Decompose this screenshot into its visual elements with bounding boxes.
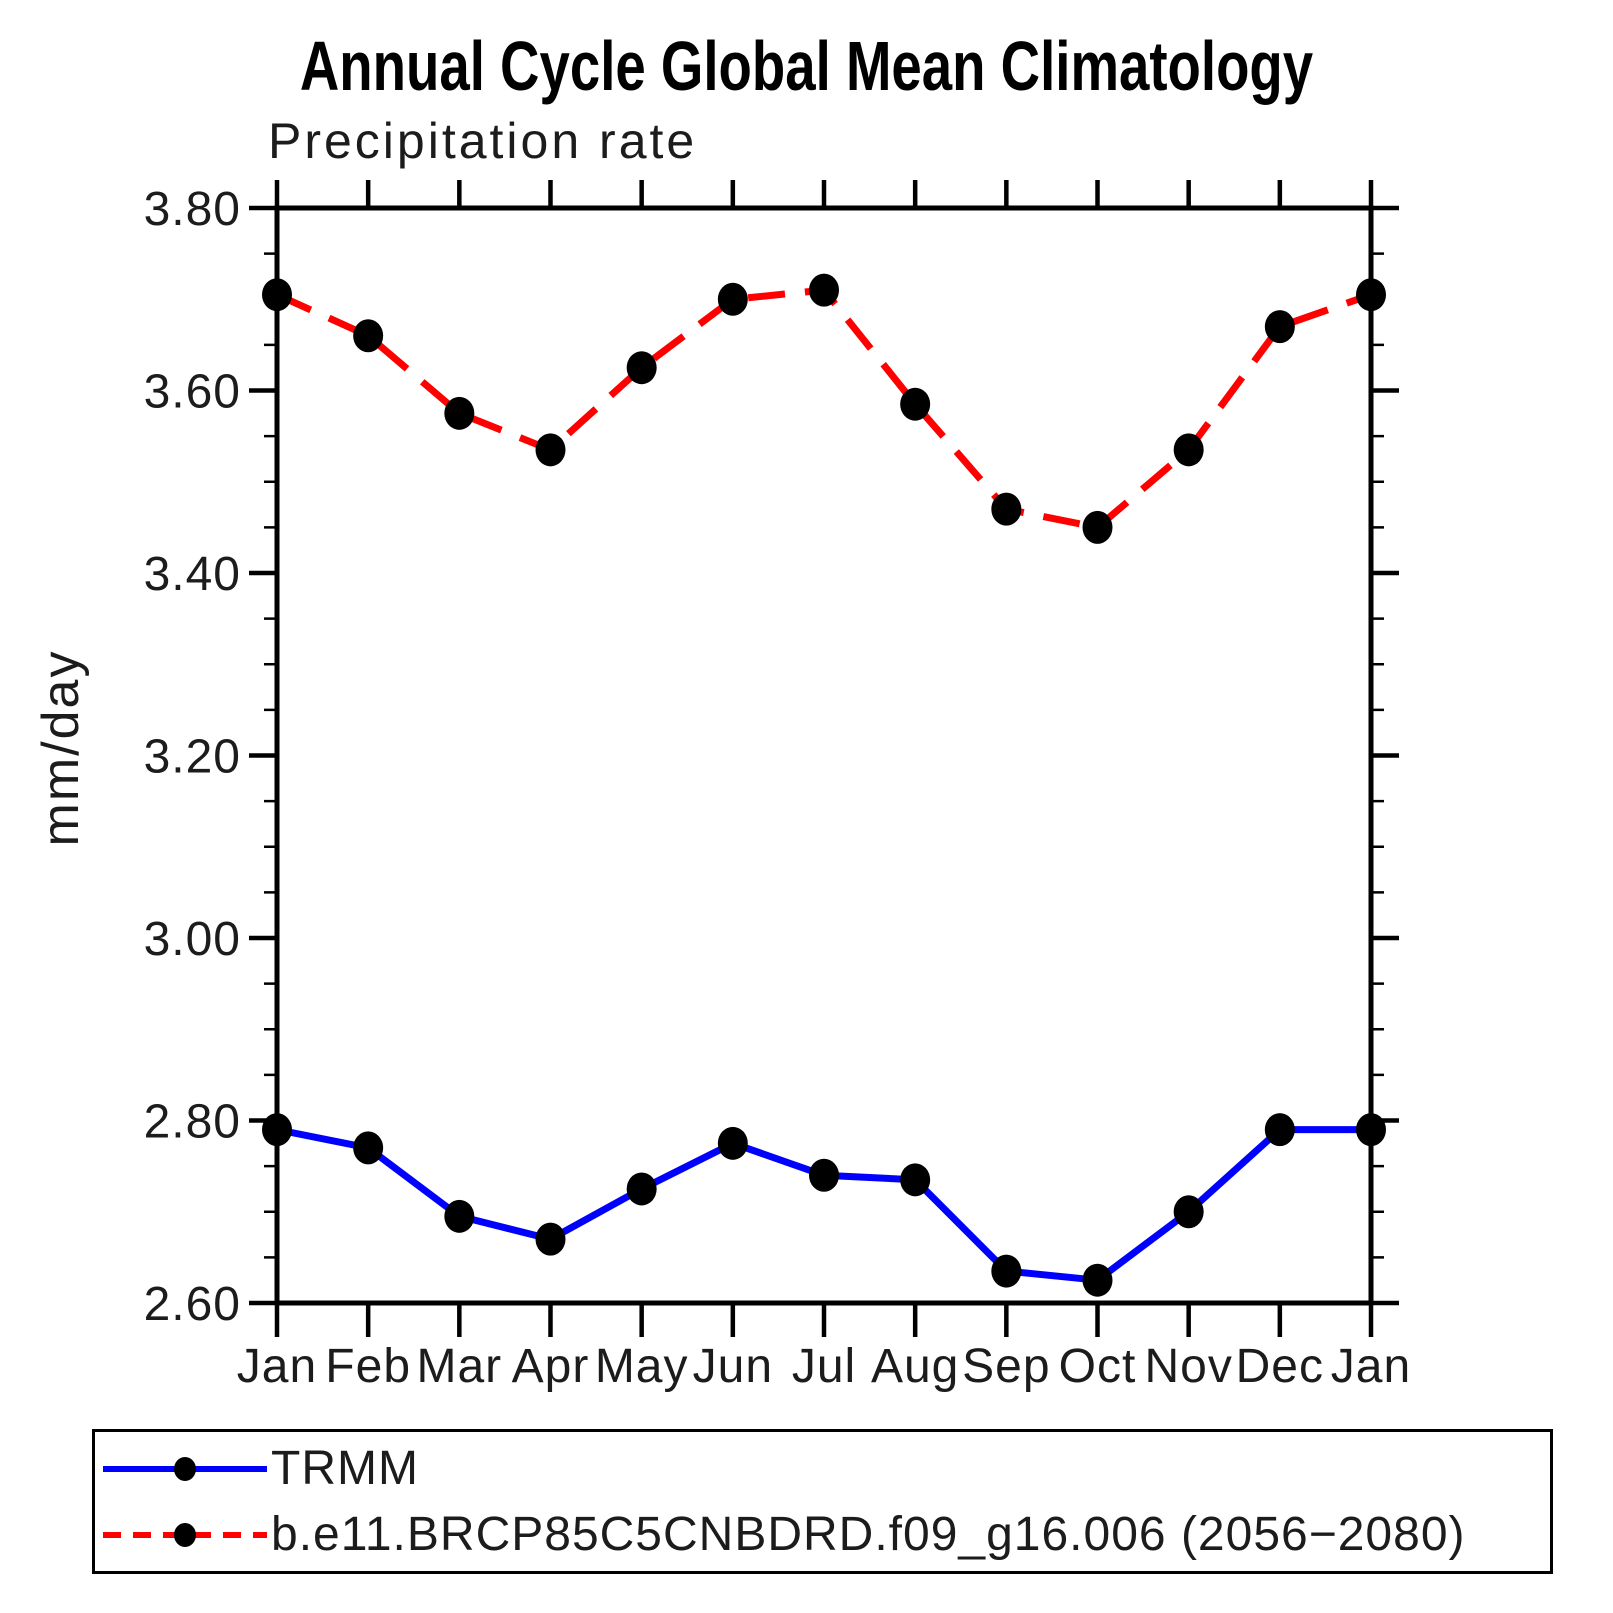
data-point-model-Jan xyxy=(1356,278,1386,312)
y-axis-tick-label: 3.60 xyxy=(144,366,241,419)
legend-label-trmm: TRMM xyxy=(271,1442,419,1495)
data-point-trmm-Feb xyxy=(353,1131,384,1165)
x-axis-tick-label: Oct xyxy=(1059,1340,1137,1393)
x-axis-tick-label: Dec xyxy=(1236,1340,1324,1393)
data-point-model-Mar xyxy=(444,396,475,430)
data-point-model-Nov xyxy=(1173,433,1204,467)
legend-swatch-model-line-icon xyxy=(103,1523,267,1547)
x-axis-tick-label: Aug xyxy=(871,1340,959,1393)
y-axis-tick-label: 2.80 xyxy=(144,1096,241,1149)
legend-label-model: b.e11.BRCP85C5CNBDRD.f09_g16.006 (2056−2… xyxy=(271,1508,1466,1561)
data-point-trmm-Apr xyxy=(535,1222,566,1256)
y-axis-label: mm/day xyxy=(32,650,90,847)
data-point-model-Oct xyxy=(1082,510,1113,544)
data-point-trmm-Sep xyxy=(991,1254,1022,1288)
data-point-model-Sep xyxy=(991,492,1022,526)
data-point-trmm-Nov xyxy=(1173,1195,1204,1229)
data-point-model-Apr xyxy=(535,433,566,467)
x-axis-tick-label: Sep xyxy=(962,1340,1050,1393)
legend-swatch-trmm-line-icon xyxy=(103,1457,267,1481)
data-point-model-Feb xyxy=(353,319,384,353)
legend-entry-model: b.e11.BRCP85C5CNBDRD.f09_g16.006 (2056−2… xyxy=(99,1508,1466,1561)
data-point-trmm-Jan xyxy=(1356,1113,1386,1147)
plot-frame xyxy=(274,205,1374,1306)
data-point-trmm-Mar xyxy=(444,1199,475,1233)
x-axis-tick-label: Jun xyxy=(693,1340,773,1393)
y-axis-tick-label: 2.60 xyxy=(144,1278,241,1331)
x-axis-tick-label: Jan xyxy=(1331,1340,1411,1393)
y-axis-tick-label: 3.20 xyxy=(144,731,241,784)
data-point-model-Dec xyxy=(1264,310,1295,344)
x-axis-tick-label: Jan xyxy=(237,1340,317,1393)
y-axis-tick-label: 3.40 xyxy=(144,548,241,601)
x-axis-tick-label: Apr xyxy=(512,1340,590,1393)
data-point-trmm-Jan xyxy=(262,1113,292,1147)
y-axis-tick-label: 3.00 xyxy=(144,913,241,966)
data-point-trmm-Dec xyxy=(1264,1113,1295,1147)
x-axis-tick-label: Mar xyxy=(416,1340,502,1393)
x-axis-tick-label: Nov xyxy=(1144,1340,1232,1393)
y-axis-tick-label: 3.80 xyxy=(144,183,241,236)
legend: TRMM b.e11.BRCP85C5CNBDRD.f09_g16.006 (2… xyxy=(92,1429,1553,1574)
x-axis-tick-label: May xyxy=(595,1340,689,1393)
data-point-model-Aug xyxy=(900,387,931,421)
data-point-model-Jul xyxy=(809,273,839,307)
data-point-model-May xyxy=(626,351,657,385)
x-axis-tick-label: Jul xyxy=(792,1340,856,1393)
data-point-trmm-Jul xyxy=(809,1158,839,1192)
x-axis-tick-label: Feb xyxy=(325,1340,411,1393)
chart-subtitle: Precipitation rate xyxy=(268,113,698,169)
series-line-trmm xyxy=(276,1126,1371,1284)
data-point-model-Jan xyxy=(262,278,292,312)
data-point-trmm-May xyxy=(626,1172,657,1206)
data-point-trmm-Jun xyxy=(717,1126,748,1160)
legend-entry-trmm: TRMM xyxy=(99,1442,419,1495)
chart-title: Annual Cycle Global Mean Climatology xyxy=(299,27,1314,105)
data-point-trmm-Aug xyxy=(900,1163,931,1197)
data-point-trmm-Oct xyxy=(1082,1263,1113,1297)
data-point-model-Jun xyxy=(717,282,748,316)
series-line-model xyxy=(275,286,1373,532)
